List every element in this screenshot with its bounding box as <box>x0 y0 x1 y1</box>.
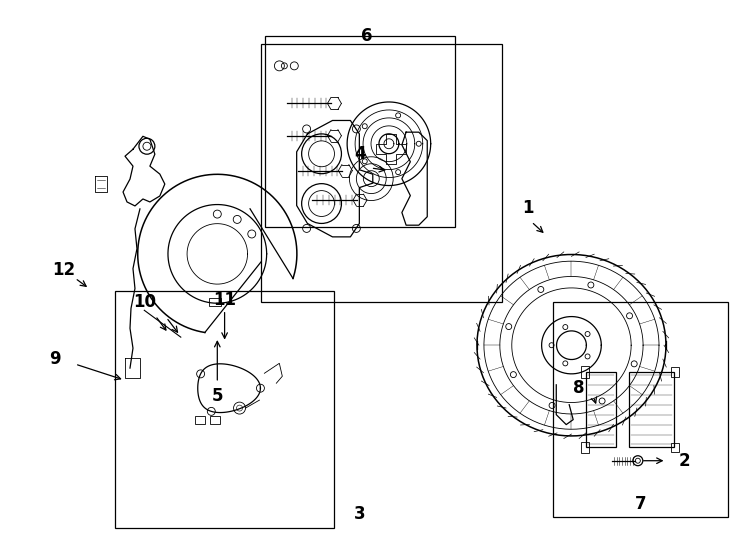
Bar <box>586 372 616 448</box>
Text: 7: 7 <box>635 495 647 512</box>
Text: 4: 4 <box>354 145 366 164</box>
Text: 3: 3 <box>354 505 366 523</box>
Text: 6: 6 <box>361 28 373 45</box>
Bar <box>671 367 679 377</box>
Bar <box>265 36 454 227</box>
Bar <box>209 298 221 306</box>
Bar <box>261 44 502 302</box>
Bar <box>210 416 219 424</box>
Text: 1: 1 <box>522 199 534 217</box>
Bar <box>195 416 205 424</box>
Text: 9: 9 <box>48 349 60 368</box>
Bar <box>671 442 679 453</box>
Text: 5: 5 <box>211 387 223 405</box>
Bar <box>581 366 589 378</box>
Bar <box>581 442 589 454</box>
Text: 12: 12 <box>52 261 76 279</box>
Text: 11: 11 <box>213 291 236 309</box>
Bar <box>629 372 674 448</box>
Text: 2: 2 <box>679 452 691 470</box>
Bar <box>553 302 728 517</box>
Text: 10: 10 <box>133 293 156 311</box>
Text: 8: 8 <box>573 379 584 397</box>
Bar <box>115 292 334 528</box>
